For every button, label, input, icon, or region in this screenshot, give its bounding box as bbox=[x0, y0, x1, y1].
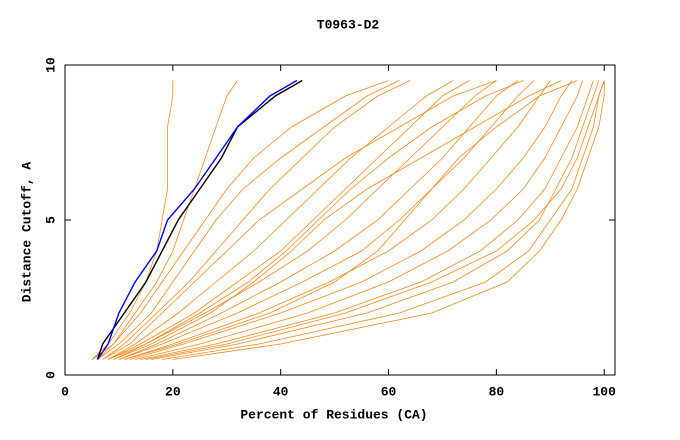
series-line bbox=[107, 80, 454, 360]
series-line bbox=[135, 80, 583, 360]
series-line bbox=[102, 80, 497, 360]
x-tick-label: 40 bbox=[273, 384, 289, 399]
x-tick-label: 100 bbox=[593, 384, 617, 399]
series-line bbox=[145, 80, 605, 360]
series-line bbox=[91, 80, 174, 360]
series-line bbox=[96, 79, 303, 360]
series-line bbox=[118, 80, 535, 360]
series-line bbox=[91, 80, 238, 360]
series-line bbox=[162, 80, 605, 360]
series-line bbox=[107, 80, 524, 360]
x-tick-label: 60 bbox=[381, 384, 397, 399]
y-axis-label: Distance Cutoff, A bbox=[19, 162, 34, 303]
series-line bbox=[124, 80, 578, 360]
x-tick-label: 20 bbox=[165, 384, 181, 399]
x-tick-label: 80 bbox=[489, 384, 505, 399]
series-line bbox=[129, 80, 573, 360]
series-line bbox=[107, 80, 470, 360]
series-line bbox=[97, 80, 400, 360]
x-axis-label: Percent of Residues (CA) bbox=[240, 407, 427, 422]
series-line bbox=[118, 80, 519, 360]
y-tick-label: 10 bbox=[43, 57, 58, 73]
series-line bbox=[113, 80, 562, 360]
x-tick-label: 0 bbox=[61, 384, 69, 399]
series-line bbox=[97, 80, 389, 360]
series-line bbox=[172, 80, 605, 360]
series-line bbox=[102, 80, 411, 360]
chart-title: T0963-D2 bbox=[317, 17, 380, 32]
y-tick-label: 0 bbox=[43, 371, 58, 379]
plot-frame bbox=[64, 64, 616, 376]
series-line bbox=[96, 79, 298, 360]
series-line bbox=[124, 80, 551, 360]
series-line bbox=[151, 80, 600, 360]
series-line bbox=[140, 80, 594, 360]
series-line bbox=[113, 80, 497, 360]
y-tick-label: 5 bbox=[43, 216, 58, 224]
